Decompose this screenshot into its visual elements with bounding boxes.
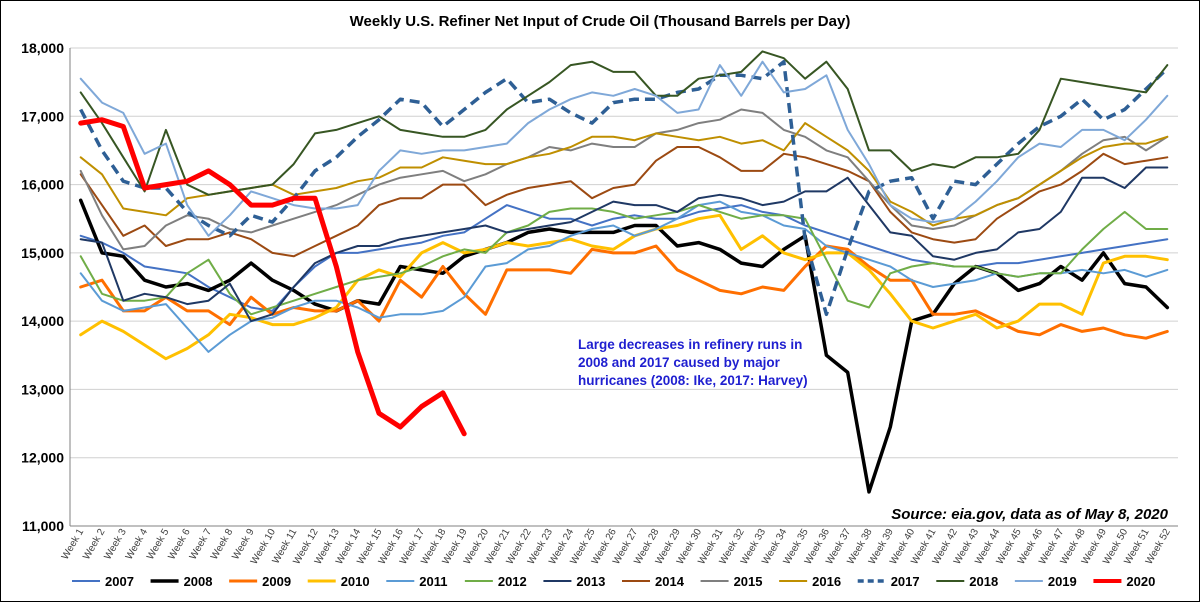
- legend-label-2016: 2016: [812, 574, 841, 589]
- hurricane-annotation: Large decreases in refinery runs in 2008 …: [578, 337, 808, 388]
- series-line-2020: [78, 117, 467, 437]
- y-tick-label: 11,000: [22, 518, 64, 534]
- legend-label-2007: 2007: [105, 574, 134, 589]
- series-line-2012: [79, 204, 1169, 316]
- source-note: Source: eia.gov, data as of May 8, 2020: [891, 506, 1168, 523]
- series-lines: [78, 50, 1170, 494]
- series-line-2018: [79, 50, 1169, 196]
- legend-label-2020: 2020: [1126, 574, 1155, 589]
- series-line-2011: [79, 200, 1169, 353]
- legend-label-2009: 2009: [262, 574, 291, 589]
- series-line-2010: [79, 213, 1169, 361]
- legend-label-2018: 2018: [969, 574, 998, 589]
- y-tick-label: 16,000: [21, 177, 64, 193]
- series-line-2013: [79, 166, 1169, 323]
- y-tick-label: 18,000: [21, 40, 64, 56]
- legend-label-2019: 2019: [1048, 574, 1077, 589]
- legend-label-2014: 2014: [655, 574, 685, 589]
- legend-label-2011: 2011: [419, 574, 447, 589]
- series-line-2007: [79, 204, 1169, 312]
- annotation-line: hurricanes (2008: Ike, 2017: Harvey): [578, 373, 808, 388]
- legend-label-2010: 2010: [341, 574, 370, 589]
- chart-title: Weekly U.S. Refiner Net Input of Crude O…: [350, 13, 851, 30]
- y-tick-label: 15,000: [21, 245, 64, 261]
- annotation-line: 2008 and 2017 caused by major: [578, 355, 781, 370]
- legend-label-2012: 2012: [498, 574, 527, 589]
- y-tick-label: 13,000: [21, 381, 64, 397]
- legend-label-2017: 2017: [891, 574, 920, 589]
- y-tick-label: 12,000: [21, 450, 64, 466]
- series-line-2019: [79, 60, 1169, 237]
- legend: 2007 2008 2009 2010 2011 2012 2013 2014 2015 2016…: [72, 574, 1155, 589]
- legend-label-2013: 2013: [576, 574, 605, 589]
- legend-label-2008: 2008: [184, 574, 213, 589]
- legend-label-2015: 2015: [734, 574, 763, 589]
- y-tick-label: 14,000: [21, 313, 64, 329]
- series-line-2014: [79, 146, 1169, 258]
- series-line-2009: [79, 244, 1169, 340]
- y-axis-ticks: 11,000 12,000 13,000 14,000 15,000 16,000 17,0…: [21, 40, 64, 534]
- y-tick-label: 17,000: [21, 108, 64, 124]
- annotation-line: Large decreases in refinery runs in: [578, 337, 802, 352]
- series-line-2017: [79, 59, 1169, 317]
